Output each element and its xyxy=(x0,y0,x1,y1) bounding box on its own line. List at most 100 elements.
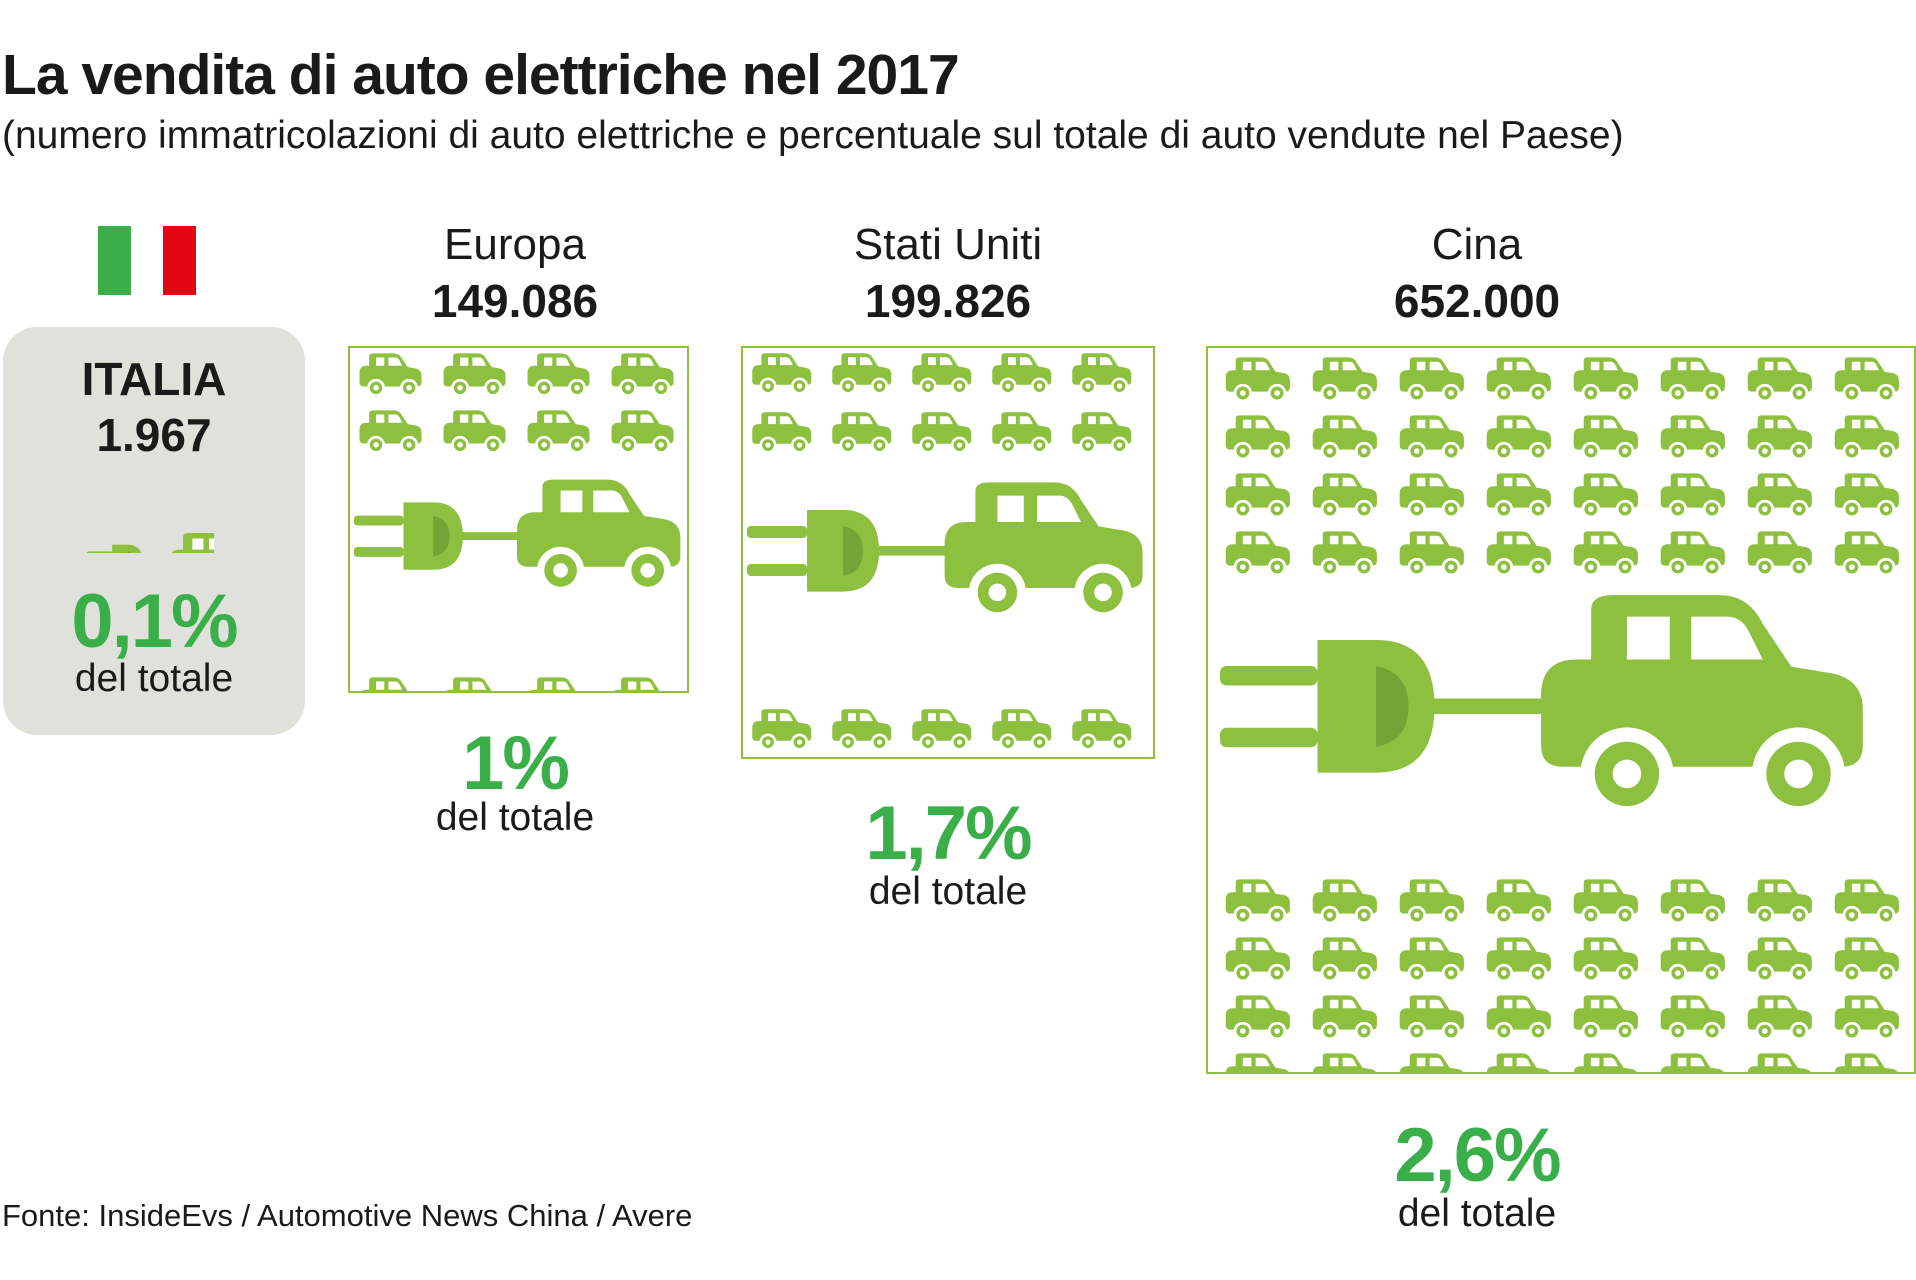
car-icon xyxy=(1399,879,1464,925)
car-icon xyxy=(611,353,674,397)
car-icon xyxy=(1573,473,1638,519)
car-icon xyxy=(1486,937,1551,983)
italia-panel xyxy=(3,327,305,735)
italy-flag-icon xyxy=(98,226,196,295)
car-icon xyxy=(1072,412,1132,454)
car-icon xyxy=(1486,1053,1550,1072)
europa-of-total: del totale xyxy=(435,796,595,839)
europa-car-grid xyxy=(348,346,689,693)
car-icon xyxy=(992,709,1052,751)
car-icon xyxy=(1399,473,1464,519)
car-icon xyxy=(1747,937,1812,983)
car-icon xyxy=(613,677,660,691)
italia-value: 1.967 xyxy=(96,409,212,461)
car-icon xyxy=(1747,473,1812,519)
car-icon xyxy=(832,412,892,454)
car-icon xyxy=(1225,937,1290,983)
car-icon xyxy=(1573,531,1638,577)
car-icon xyxy=(1747,1053,1811,1072)
source-note: Fonte: InsideEvs / Automotive News China… xyxy=(2,1198,693,1233)
car-icon xyxy=(611,410,674,454)
car-icon xyxy=(1660,1053,1724,1072)
car-icon xyxy=(1312,531,1377,577)
car-icon xyxy=(1834,995,1899,1041)
plug-car-icon xyxy=(354,479,681,594)
italia-percent: 0,1% xyxy=(71,579,238,664)
car-icon xyxy=(1747,995,1812,1041)
cina-of-total: del totale xyxy=(1397,1192,1557,1235)
stati-uniti-label: Stati Uniti xyxy=(853,220,1043,269)
car-icon xyxy=(832,353,892,395)
car-icon xyxy=(1225,415,1290,461)
car-icon xyxy=(1312,879,1377,925)
car-icon xyxy=(1660,937,1725,983)
car-icon xyxy=(1486,995,1551,1041)
car-icon xyxy=(1312,1053,1376,1072)
stati-uniti-percent: 1,7% xyxy=(865,791,1032,876)
europa-percent: 1% xyxy=(462,721,570,806)
cina-value: 652.000 xyxy=(1393,275,1561,327)
grid-cina-svg xyxy=(1220,357,1899,1072)
car-icon xyxy=(1573,937,1638,983)
car-icon xyxy=(1225,995,1290,1041)
plug-car-icon xyxy=(1220,595,1863,821)
car-icon xyxy=(1573,879,1638,925)
plug-car-icon xyxy=(747,482,1143,621)
europa-value: 149.086 xyxy=(431,275,599,327)
car-icon xyxy=(1312,415,1377,461)
car-icon xyxy=(1573,995,1638,1041)
car-icon xyxy=(1399,415,1464,461)
car-icon xyxy=(1660,879,1725,925)
car-icon xyxy=(912,412,972,454)
grid-usa-svg xyxy=(747,353,1143,751)
car-icon xyxy=(1747,415,1812,461)
car-icon xyxy=(1834,879,1899,925)
car-icon xyxy=(1399,357,1464,403)
car-icon xyxy=(1312,937,1377,983)
car-icon xyxy=(1486,473,1551,519)
car-icon xyxy=(832,709,892,751)
car-icon xyxy=(1747,357,1812,403)
car-icon xyxy=(1225,531,1290,577)
car-icon xyxy=(1660,357,1725,403)
car-icon xyxy=(1225,357,1290,403)
car-icon xyxy=(1573,1053,1637,1072)
car-icon xyxy=(1834,531,1899,577)
stati-uniti-car-grid xyxy=(741,346,1155,759)
car-icon xyxy=(752,353,812,395)
car-icon xyxy=(752,709,812,751)
car-icon xyxy=(1834,937,1899,983)
car-icon xyxy=(1660,415,1725,461)
car-icon xyxy=(1834,473,1899,519)
car-icon xyxy=(1834,357,1899,403)
car-icon xyxy=(1225,879,1290,925)
car-icon xyxy=(1486,415,1551,461)
plug-car-icon xyxy=(86,532,214,553)
car-icon xyxy=(1225,473,1290,519)
car-icon xyxy=(1573,357,1638,403)
car-icon xyxy=(1399,995,1464,1041)
car-icon xyxy=(1747,531,1812,577)
car-icon xyxy=(1486,357,1551,403)
car-icon xyxy=(1312,473,1377,519)
car-icon xyxy=(527,353,590,397)
car-icon xyxy=(1834,1053,1898,1072)
car-icon xyxy=(361,677,408,691)
car-icon xyxy=(1399,937,1464,983)
italia-of-total: del totale xyxy=(74,657,234,700)
car-icon xyxy=(443,353,506,397)
car-icon xyxy=(752,412,812,454)
car-icon xyxy=(992,353,1052,395)
car-icon xyxy=(1312,357,1377,403)
cina-car-grid xyxy=(1206,346,1916,1074)
car-icon xyxy=(1834,415,1899,461)
cina-percent: 2,6% xyxy=(1394,1113,1561,1198)
car-icon xyxy=(992,412,1052,454)
cina-label: Cina xyxy=(1431,220,1523,269)
car-icon xyxy=(1225,1053,1289,1072)
car-icon xyxy=(1660,995,1725,1041)
car-icon xyxy=(1399,1053,1463,1072)
car-icon xyxy=(1660,531,1725,577)
car-icon xyxy=(1312,995,1377,1041)
car-icon xyxy=(1660,473,1725,519)
